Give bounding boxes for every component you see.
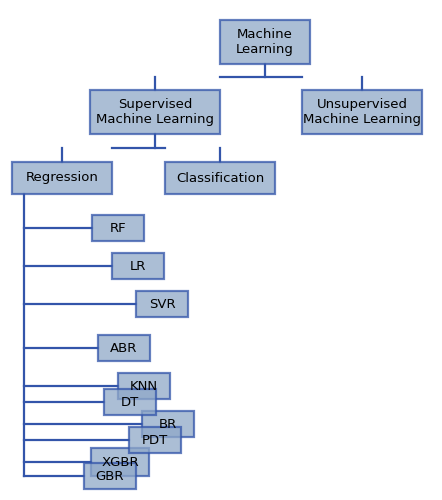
FancyBboxPatch shape [112,253,164,279]
Text: PDT: PDT [142,434,168,446]
Text: SVR: SVR [149,298,175,310]
Text: RF: RF [110,222,126,234]
FancyBboxPatch shape [165,162,275,194]
Text: Supervised
Machine Learning: Supervised Machine Learning [96,98,214,126]
FancyBboxPatch shape [220,20,310,64]
Text: KNN: KNN [130,380,158,392]
FancyBboxPatch shape [118,373,170,399]
Text: ABR: ABR [110,342,138,354]
FancyBboxPatch shape [142,411,194,437]
FancyBboxPatch shape [12,162,112,194]
FancyBboxPatch shape [84,463,136,489]
Text: LR: LR [130,260,146,272]
Text: BR: BR [159,418,177,430]
FancyBboxPatch shape [302,90,422,134]
FancyBboxPatch shape [91,448,149,476]
Text: Classification: Classification [176,172,264,184]
Text: Machine
Learning: Machine Learning [236,28,294,56]
Text: XGBR: XGBR [101,456,139,468]
Text: GBR: GBR [96,470,124,482]
Text: DT: DT [121,396,139,408]
Text: Regression: Regression [26,172,99,184]
FancyBboxPatch shape [98,335,150,361]
Text: Unsupervised
Machine Learning: Unsupervised Machine Learning [303,98,421,126]
FancyBboxPatch shape [104,389,156,415]
FancyBboxPatch shape [136,291,188,317]
FancyBboxPatch shape [129,427,181,453]
FancyBboxPatch shape [90,90,220,134]
FancyBboxPatch shape [92,215,144,241]
